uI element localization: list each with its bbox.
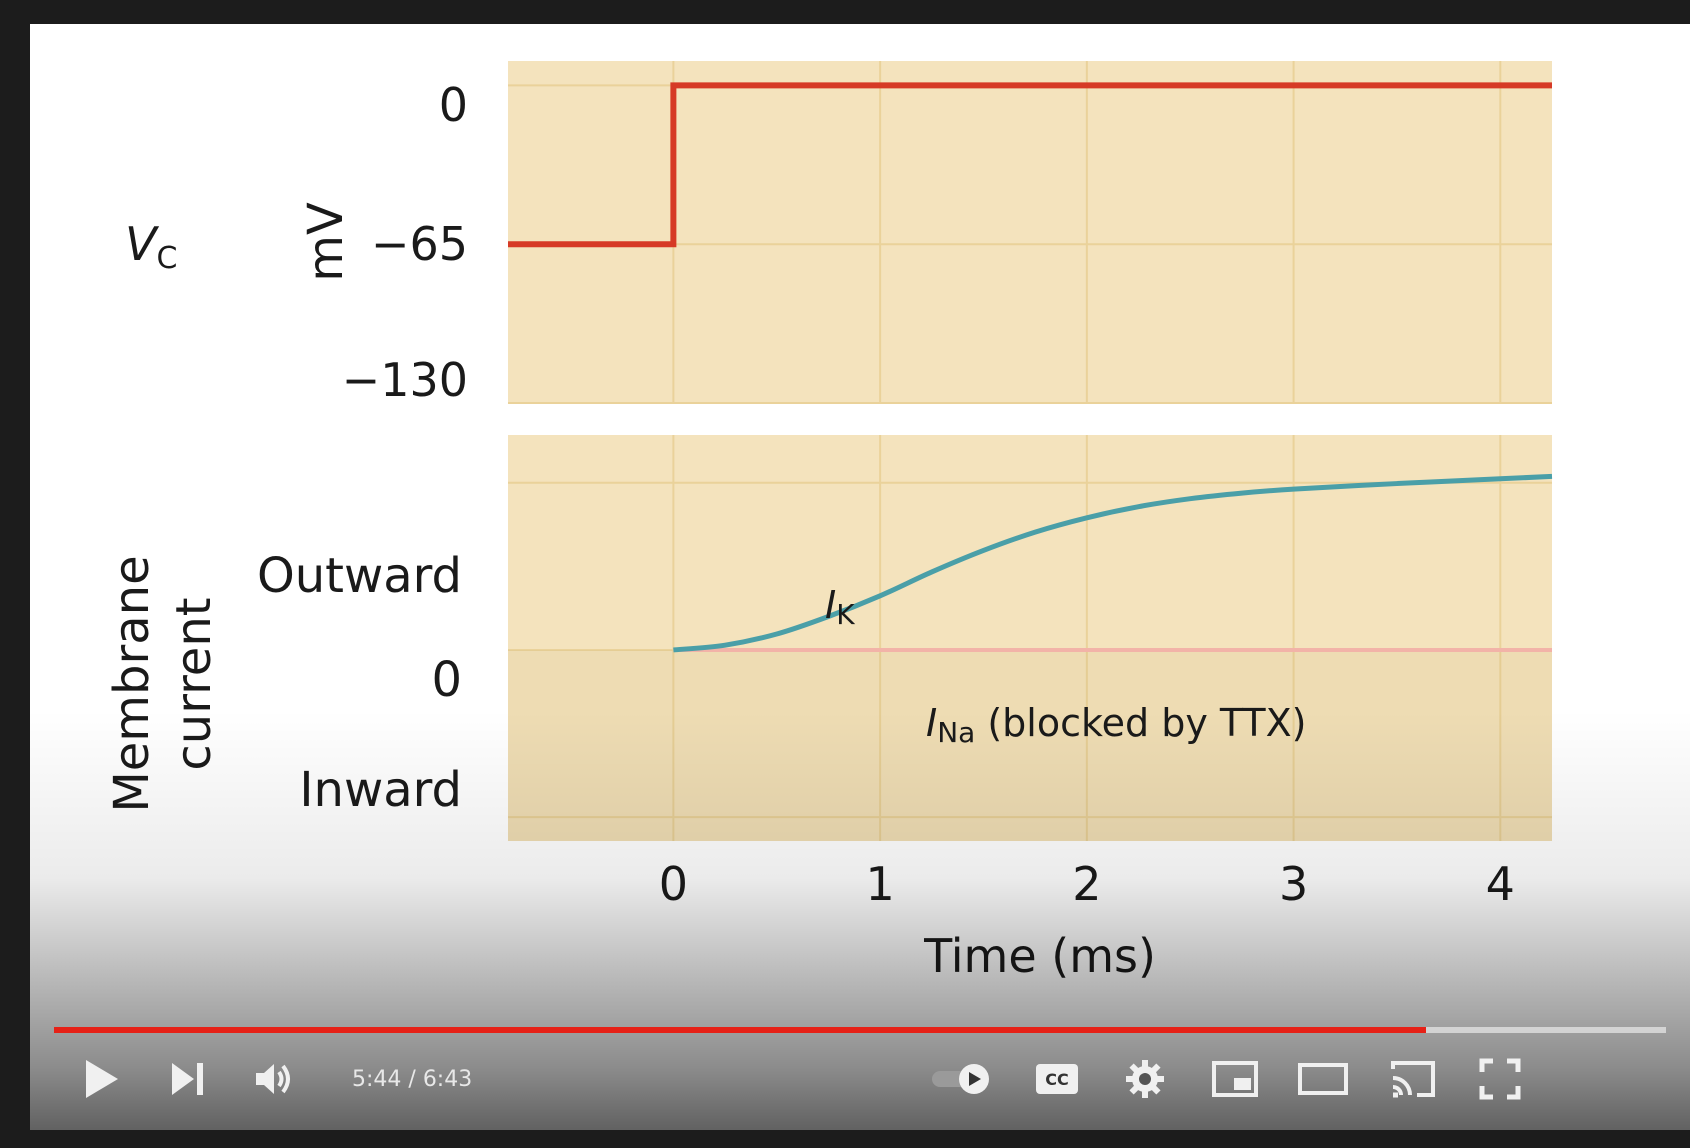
- voltage-trace: [508, 82, 1552, 248]
- skip-next-icon: [172, 1063, 203, 1095]
- play-icon: [86, 1060, 118, 1098]
- time-tick-label: 4: [1486, 857, 1515, 911]
- miniplayer-button[interactable]: [1205, 1044, 1265, 1114]
- cast-button[interactable]: [1383, 1044, 1443, 1114]
- autoplay-toggle[interactable]: [927, 1044, 997, 1114]
- volume-button[interactable]: [244, 1044, 304, 1114]
- time-tick-label: 1: [865, 857, 894, 911]
- vc-label: VC: [125, 217, 177, 276]
- svg-text:CC: CC: [1045, 1070, 1068, 1089]
- membrane-current-label: current: [166, 597, 222, 770]
- progress-bar[interactable]: [54, 1027, 1666, 1033]
- time-separator: /: [401, 1066, 423, 1092]
- player-controls: 5:44 / 6:43 CC: [30, 1044, 1690, 1114]
- play-button[interactable]: [72, 1044, 132, 1114]
- voltage-tick-label: 0: [439, 78, 468, 132]
- volume-icon: [256, 1064, 290, 1094]
- current-time: 5:44: [352, 1066, 402, 1092]
- mv-axis-label: mV: [298, 202, 354, 282]
- time-tick-label: 2: [1072, 857, 1101, 911]
- time-tick-label: 3: [1279, 857, 1308, 911]
- progress-played: [54, 1027, 1426, 1033]
- membrane-current-label: Membrane: [104, 555, 160, 812]
- time-tick-label: 0: [659, 857, 688, 911]
- ik-label: IK: [825, 583, 855, 631]
- total-time: 6:43: [422, 1066, 473, 1092]
- time-axis-ticks: 0 1 2 3 4: [659, 857, 1515, 911]
- video-player[interactable]: VC mV 0 −65 −130 Membrane current Outwar…: [30, 24, 1690, 1130]
- settings-button[interactable]: [1115, 1044, 1175, 1114]
- theater-mode-icon: [1298, 1063, 1348, 1095]
- time-axis-label: Time (ms): [923, 929, 1156, 983]
- cc-icon: CC: [1036, 1064, 1078, 1094]
- voltage-panel: [508, 61, 1552, 403]
- fullscreen-icon: [1479, 1058, 1521, 1100]
- captions-button[interactable]: CC: [1027, 1044, 1087, 1114]
- voltage-tick-label: −130: [342, 353, 468, 407]
- voltage-tick-label: −65: [371, 217, 468, 271]
- cast-icon: [1391, 1061, 1435, 1098]
- next-button[interactable]: [158, 1044, 218, 1114]
- fullscreen-button[interactable]: [1470, 1044, 1530, 1114]
- gear-icon: [1126, 1060, 1164, 1098]
- inward-region: [508, 649, 1552, 841]
- current-tick-label: Outward: [257, 548, 462, 604]
- time-display: 5:44 / 6:43: [352, 1044, 472, 1114]
- ik-trace: [673, 473, 1553, 653]
- miniplayer-icon: [1212, 1061, 1258, 1097]
- lecture-slide: VC mV 0 −65 −130 Membrane current Outwar…: [104, 61, 1553, 983]
- autoplay-toggle-icon: [932, 1064, 989, 1094]
- current-tick-label: Inward: [299, 762, 462, 818]
- theater-button[interactable]: [1293, 1044, 1353, 1114]
- current-tick-label: 0: [431, 652, 462, 708]
